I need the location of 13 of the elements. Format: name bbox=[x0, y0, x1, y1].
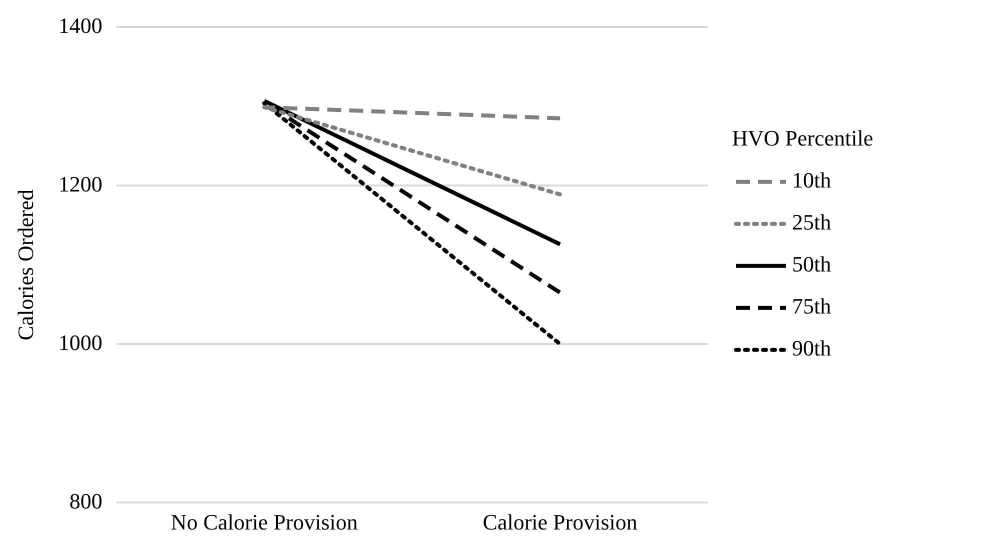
y-tick-label: 1000 bbox=[58, 330, 102, 355]
legend-label: 50th bbox=[792, 252, 832, 277]
y-tick-label: 800 bbox=[69, 488, 102, 514]
legend-label: 90th bbox=[792, 336, 832, 361]
legend-label: 25th bbox=[792, 210, 832, 235]
x-tick-label: No Calorie Provision bbox=[170, 510, 358, 535]
y-tick-label: 1400 bbox=[58, 12, 102, 38]
legend-label: 10th bbox=[792, 168, 832, 193]
legend-label: 75th bbox=[792, 294, 832, 319]
y-axis-title: Calories Ordered bbox=[12, 189, 38, 340]
x-tick-label: Calorie Provision bbox=[482, 510, 638, 535]
y-tick-label: 1200 bbox=[58, 171, 102, 196]
legend-title: HVO Percentile bbox=[732, 126, 874, 151]
